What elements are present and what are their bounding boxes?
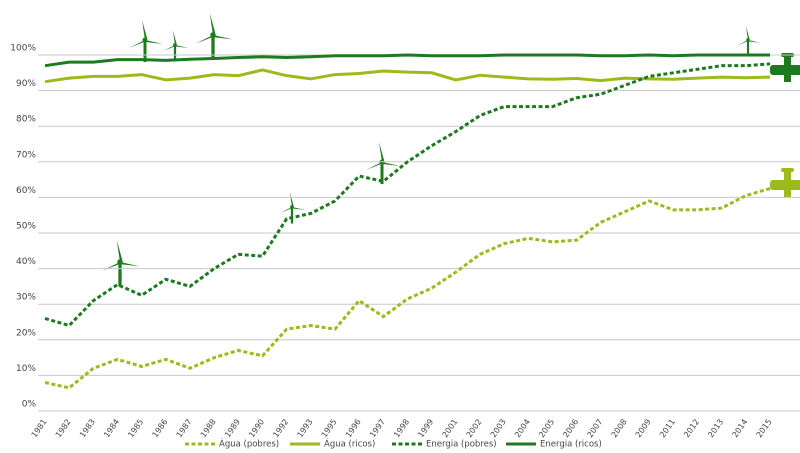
y-tick-label: 80% (16, 115, 36, 125)
x-tick-label: 2011 (658, 417, 677, 439)
x-tick-label: 1987 (175, 417, 194, 439)
x-tick-label: 1999 (416, 417, 435, 439)
x-tick-label: 1990 (247, 417, 266, 439)
x-tick-label: 2013 (706, 417, 725, 439)
y-tick-label: 30% (16, 293, 36, 303)
data-line (44, 187, 771, 390)
y-tick-label: 20% (16, 328, 36, 338)
y-tick-label: 60% (16, 186, 36, 196)
x-tick-label: 1993 (295, 417, 314, 439)
x-tick-label: 2006 (561, 417, 580, 439)
legend-label: Energia (ricos) (540, 440, 602, 450)
x-tick-label: 1985 (126, 417, 145, 439)
y-tick-label: 70% (16, 150, 36, 160)
y-tick-label: 0% (22, 400, 37, 410)
x-tick-label: 1998 (392, 417, 411, 439)
x-tick-label: 2009 (634, 417, 653, 439)
x-tick-label: 1997 (368, 417, 387, 439)
x-tick-label: 1995 (320, 417, 339, 439)
x-tick-label: 1982 (54, 417, 73, 439)
legend-label: Água (pobres) (219, 438, 279, 450)
x-tick-label: 1984 (102, 417, 121, 439)
data-line (44, 62, 771, 328)
legend-label: Água (ricos) (324, 438, 375, 450)
y-tick-label: 10% (16, 364, 36, 374)
x-tick-label: 1989 (223, 417, 242, 439)
x-tick-label: 2007 (585, 417, 604, 439)
data-line (44, 68, 771, 84)
x-tick-label: 2005 (537, 417, 556, 439)
x-tick-label: 1988 (199, 417, 218, 439)
x-tick-label: 2008 (610, 417, 629, 439)
x-tick-label: 2015 (755, 417, 774, 439)
x-tick-label: 1986 (150, 417, 169, 439)
x-tick-label: 2014 (730, 417, 749, 439)
y-tick-label: 50% (16, 222, 36, 232)
x-tick-label: 2001 (440, 417, 459, 439)
x-tick-label: 2002 (465, 417, 484, 439)
x-tick-label: 1992 (271, 417, 290, 439)
legend-label: Energia (pobres) (426, 440, 497, 450)
y-tick-label: 90% (16, 79, 36, 89)
y-tick-label: 100% (10, 44, 36, 54)
x-tick-label: 2012 (682, 417, 701, 439)
data-line (44, 53, 770, 68)
y-tick-label: 40% (16, 257, 36, 267)
x-tick-label: 1996 (344, 417, 363, 439)
x-tick-label: 1983 (78, 417, 97, 439)
x-tick-label: 2003 (489, 417, 508, 439)
x-tick-label: 2004 (513, 417, 532, 439)
x-tick-label: 1981 (30, 417, 49, 439)
